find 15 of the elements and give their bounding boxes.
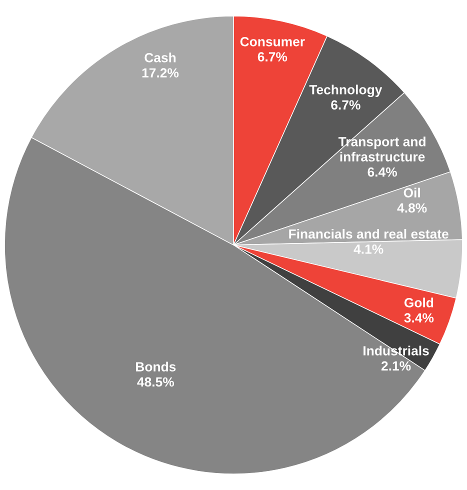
slice-label: Financials and real estate [289, 228, 448, 239]
slice-label: Consumer [240, 36, 305, 46]
data-label: 48.5% [137, 377, 174, 387]
slice-label: Bonds [136, 362, 176, 372]
data-label: 6.4% [368, 167, 397, 177]
data-label: 3.4% [404, 313, 434, 323]
data-label: 17.2% [142, 68, 179, 78]
slice-label: Gold [404, 298, 434, 308]
slice-label: Cash [144, 52, 176, 62]
data-label: 2.1% [381, 361, 411, 371]
data-label: 4.8% [397, 203, 427, 213]
slice-label: Technology [309, 84, 382, 98]
data-label: 6.7% [258, 52, 288, 62]
slice-label: Oil [404, 188, 420, 198]
data-label: 6.7% [331, 100, 360, 110]
